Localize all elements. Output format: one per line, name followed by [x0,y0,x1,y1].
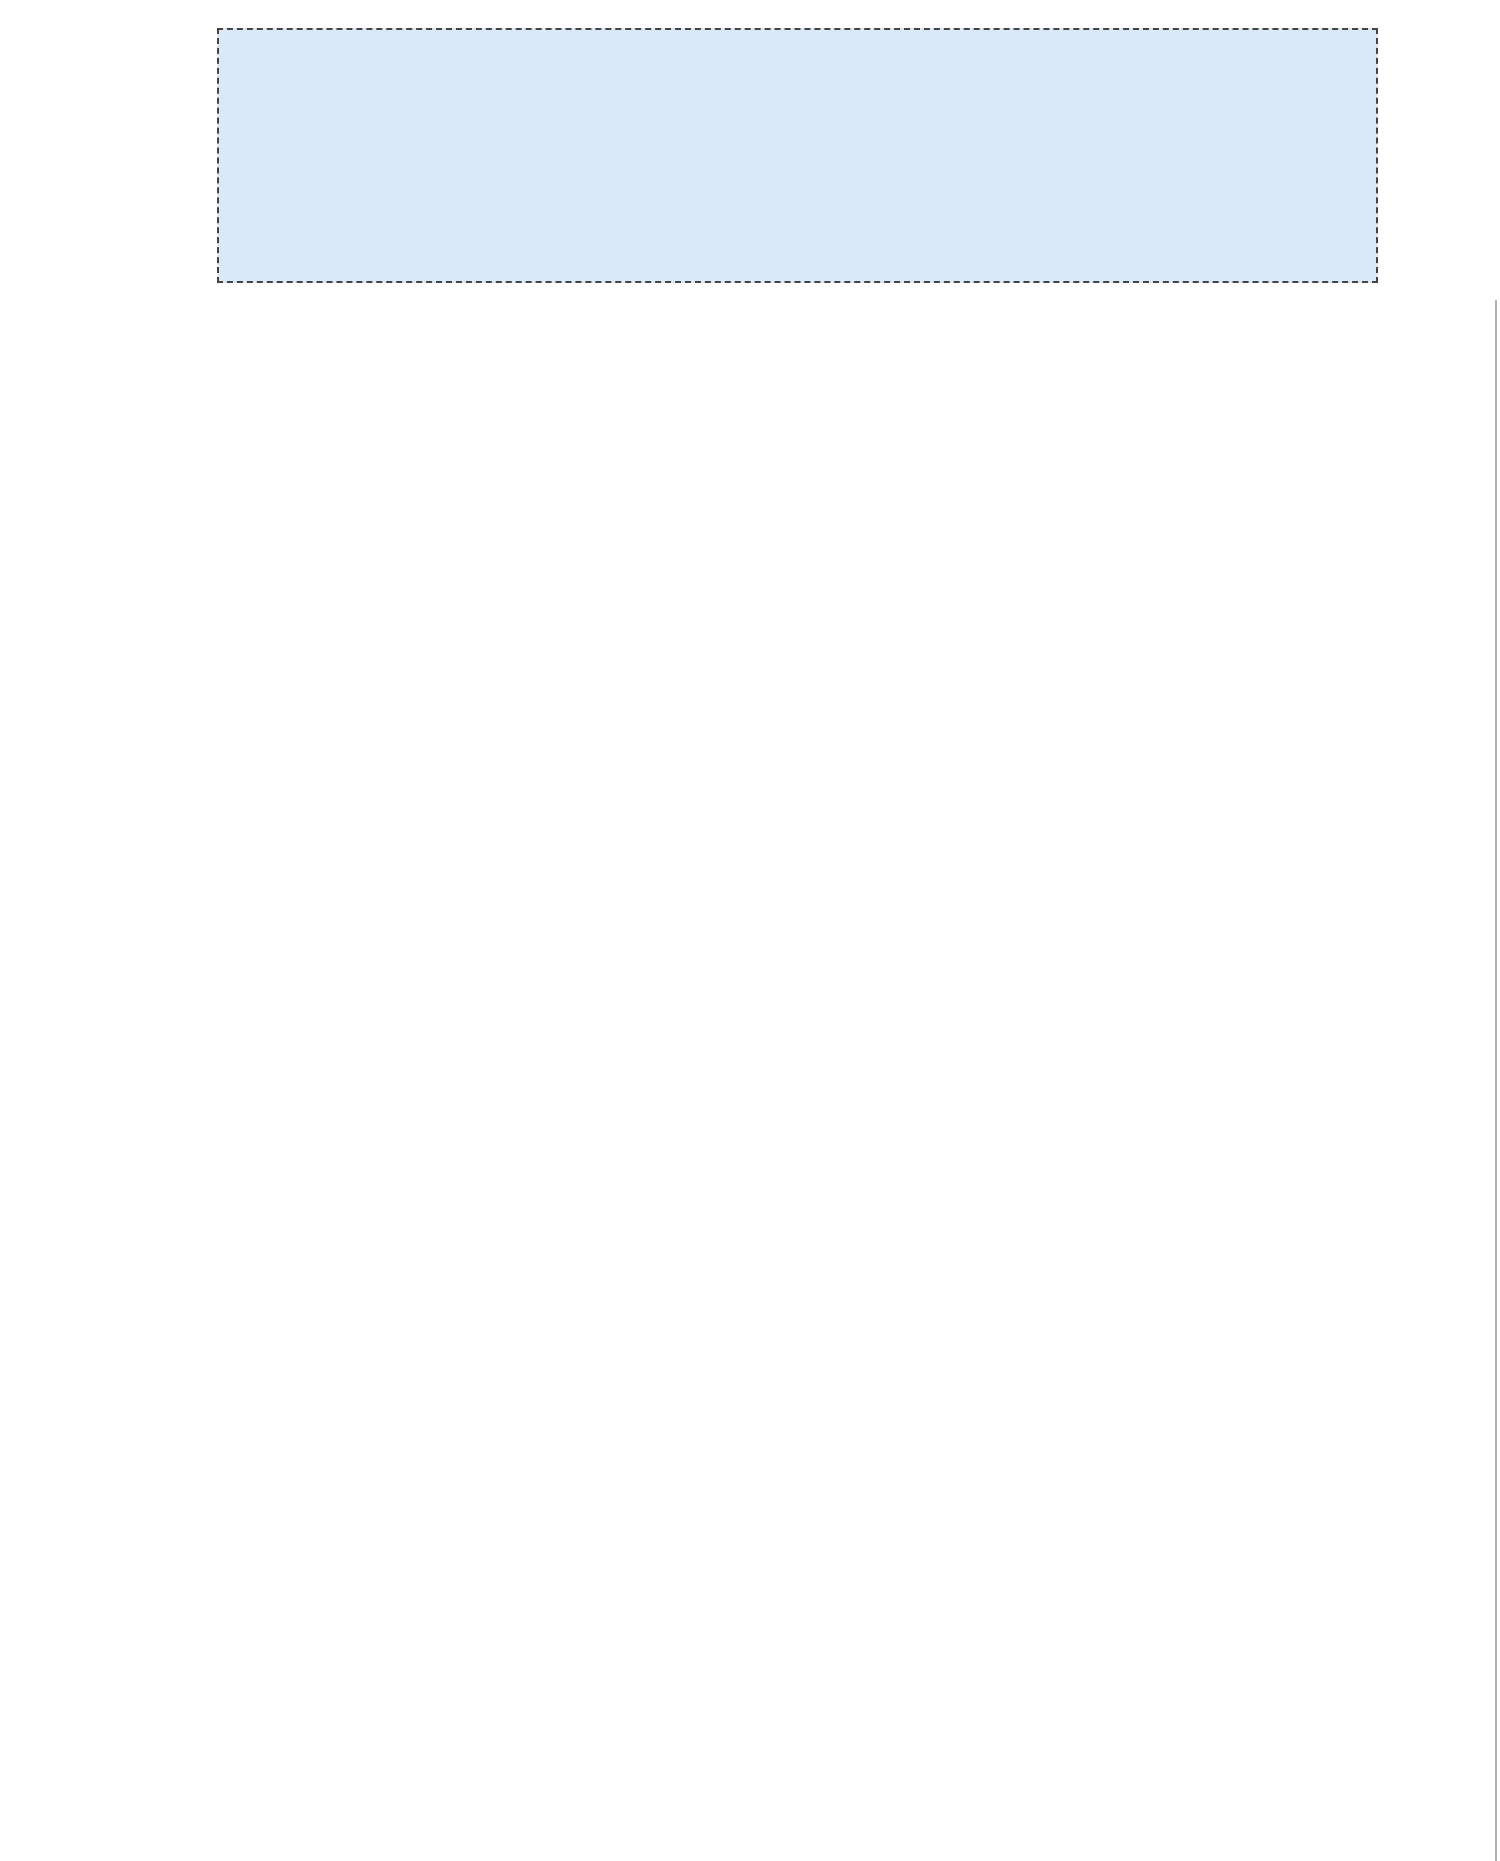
integrated-power-module-box [217,28,1378,283]
page-right-border [1495,300,1497,1861]
